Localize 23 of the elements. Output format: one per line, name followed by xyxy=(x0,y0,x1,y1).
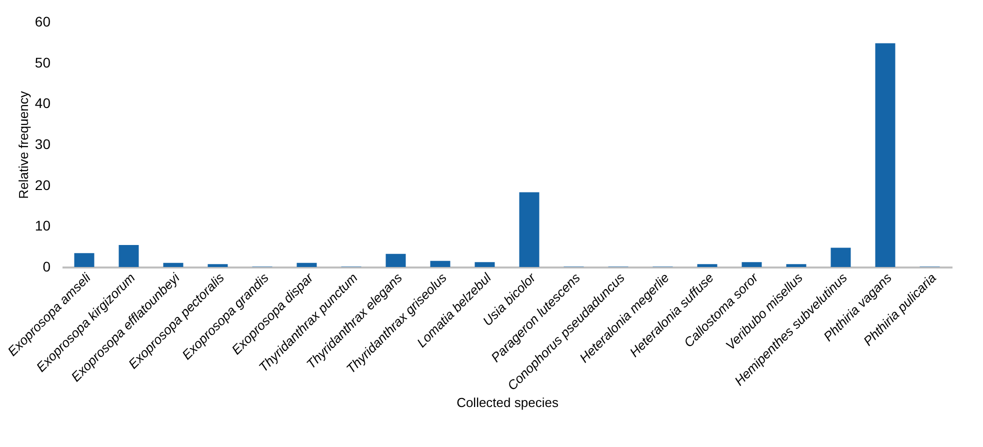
bar xyxy=(697,264,718,267)
bar xyxy=(386,254,406,267)
bar xyxy=(163,262,184,267)
y-tick-label: 60 xyxy=(34,14,51,30)
y-tick-label: 40 xyxy=(34,95,51,112)
bar xyxy=(519,192,540,267)
bar xyxy=(742,262,762,267)
y-tick-label: 30 xyxy=(34,136,51,152)
bar xyxy=(786,264,806,267)
y-axis-title: Relative frequency xyxy=(16,90,31,199)
bar xyxy=(74,253,94,267)
y-tick-label: 10 xyxy=(34,218,51,234)
bar xyxy=(830,248,851,267)
y-tick-label: 50 xyxy=(34,54,51,70)
bar xyxy=(296,262,317,267)
bar xyxy=(118,244,139,267)
bar xyxy=(430,260,450,267)
bar xyxy=(474,262,495,267)
bar xyxy=(208,264,228,267)
x-axis-title: Collected species xyxy=(456,395,559,410)
bar xyxy=(875,43,896,267)
y-tick-label: 0 xyxy=(42,258,51,274)
y-tick-label: 20 xyxy=(34,176,51,193)
